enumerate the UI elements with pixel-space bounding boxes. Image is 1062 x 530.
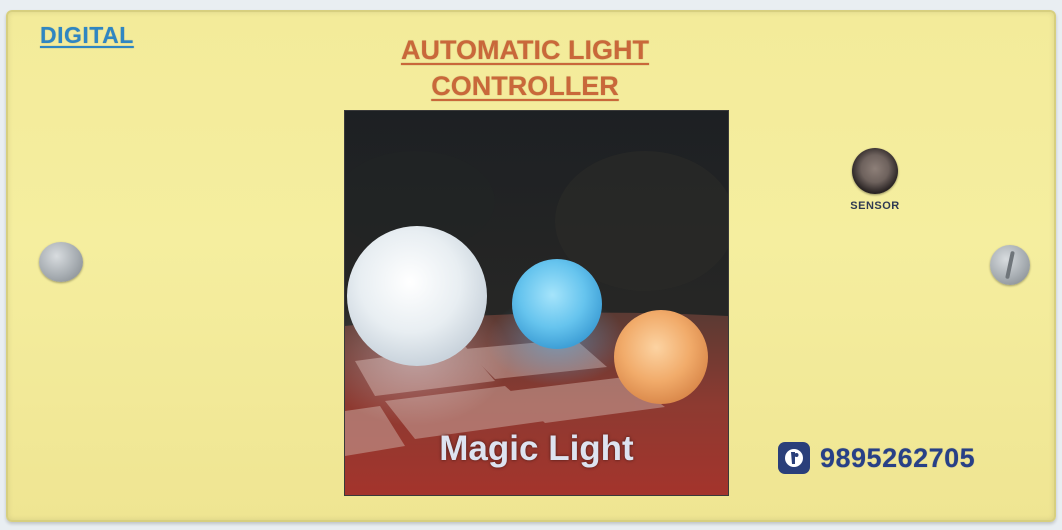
contact-phone: 9895262705 <box>778 440 975 476</box>
title-line-1: AUTOMATIC LIGHT <box>401 35 649 65</box>
white-globe <box>347 226 487 366</box>
photo-caption: Magic Light <box>439 429 634 468</box>
panel-title: AUTOMATIC LIGHT CONTROLLER <box>360 32 690 104</box>
brand-label: DIGITAL <box>40 22 134 48</box>
blue-globe <box>512 259 602 349</box>
photo-scene <box>345 111 728 495</box>
left-screw-icon <box>39 242 83 282</box>
phone-number: 9895262705 <box>820 442 976 473</box>
phone-icon <box>778 442 810 474</box>
light-sensor-icon <box>852 148 898 194</box>
title-line-2: CONTROLLER <box>431 71 619 101</box>
orange-globe <box>614 310 708 404</box>
right-screw-icon <box>990 245 1030 285</box>
product-photo: Magic Light <box>344 110 729 496</box>
controller-panel: DIGITAL AUTOMATIC LIGHT CONTROLLER <box>6 10 1056 522</box>
sensor-label: SENSOR <box>850 200 900 212</box>
